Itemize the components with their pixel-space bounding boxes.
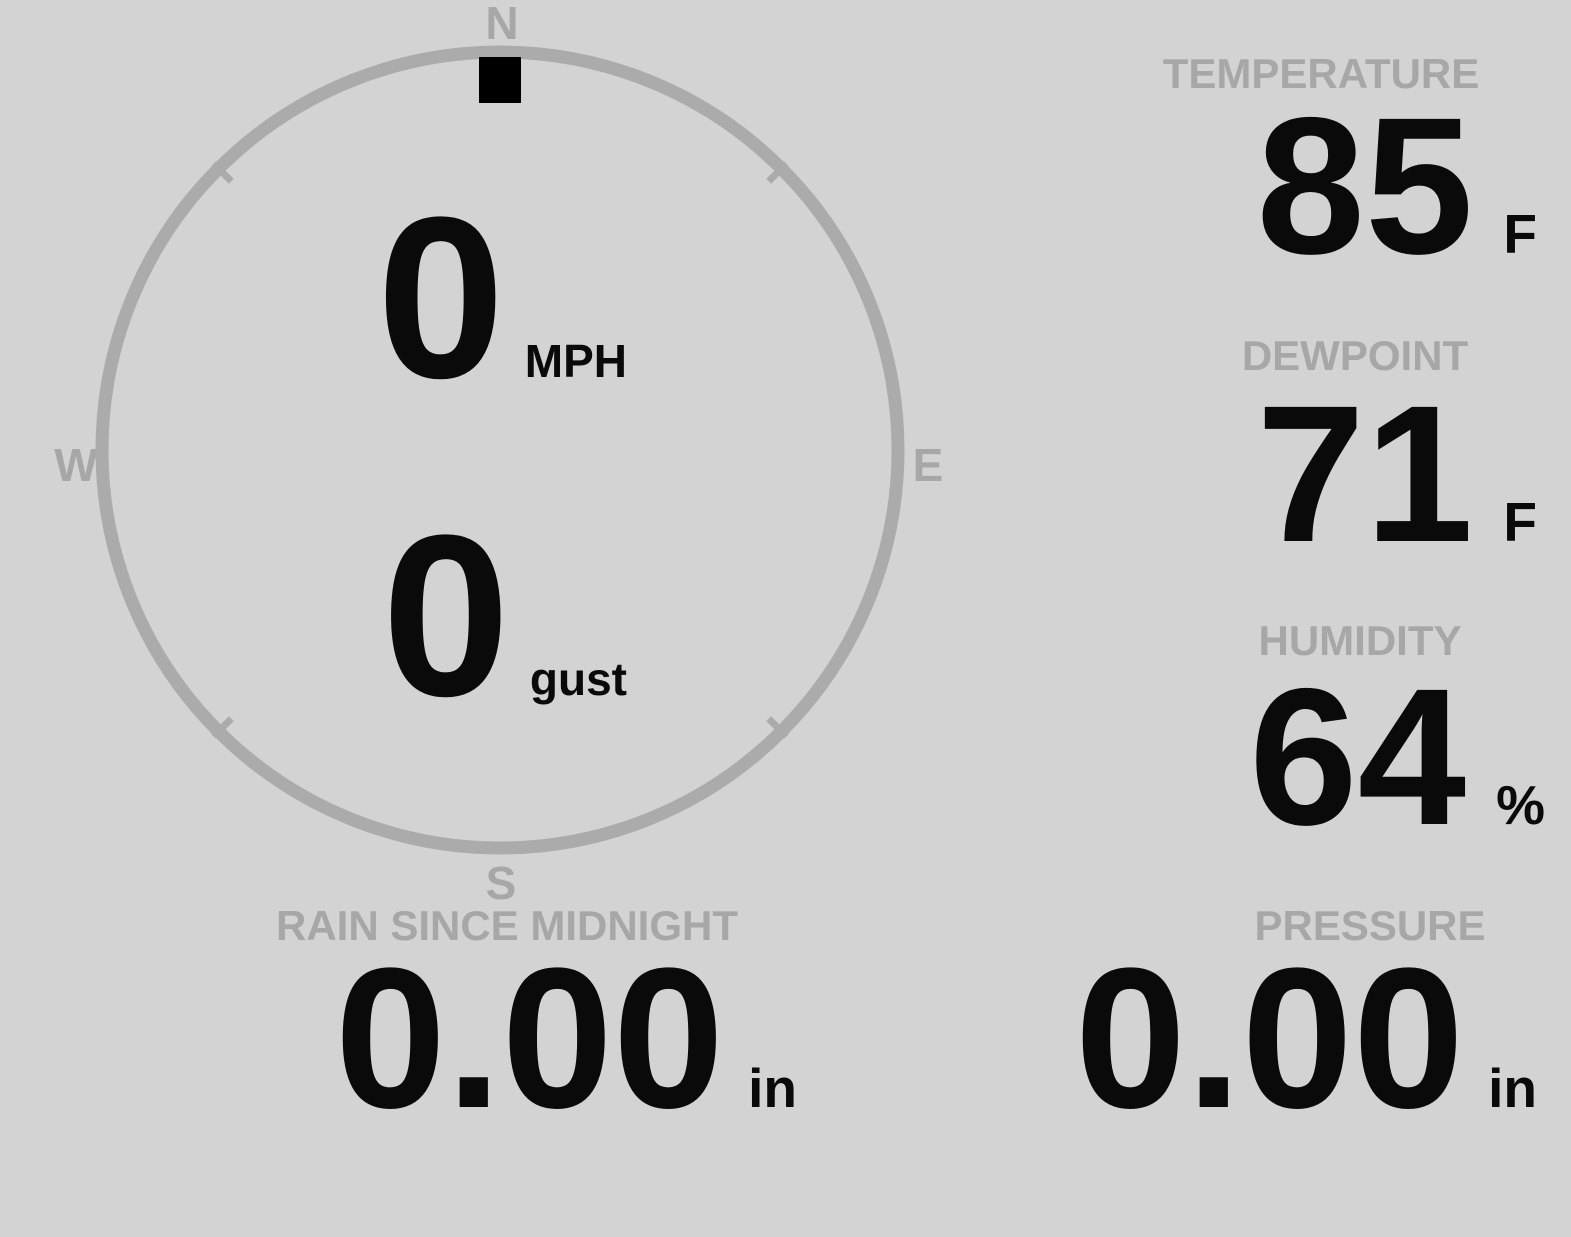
rain-unit: in — [748, 1057, 797, 1119]
compass-dial-icon — [95, 45, 905, 855]
compass-tick-se-icon — [766, 716, 789, 739]
dewpoint-unit: F — [1503, 491, 1537, 553]
humidity-label: HUMIDITY — [1258, 617, 1462, 664]
compass-label-west: W — [54, 439, 98, 491]
rain-since-midnight-label: RAIN SINCE MIDNIGHT — [276, 902, 738, 949]
temperature-value: 85 — [1256, 77, 1474, 295]
compass-label-south: S — [485, 857, 517, 909]
pressure-value: 0.00 — [1074, 927, 1465, 1150]
humidity-value: 64 — [1249, 648, 1467, 866]
wind-speed-unit: MPH — [524, 335, 627, 387]
pressure-value-row: 0.00 in — [1075, 939, 1537, 1139]
temperature-unit: F — [1503, 203, 1537, 265]
rain-value-row: 0.00 in — [335, 939, 797, 1139]
rain-value: 0.00 — [334, 927, 725, 1150]
dewpoint-value-row: 71 F — [1256, 377, 1537, 572]
dewpoint-label: DEWPOINT — [1241, 332, 1469, 379]
wind-gust-unit: gust — [529, 653, 627, 705]
wind-gust-row: 0 gust — [382, 501, 627, 731]
wind-speed-row: 0 MPH — [377, 183, 627, 413]
compass-label-east: E — [912, 439, 944, 491]
compass-tick-nw-icon — [211, 161, 234, 184]
pressure-unit: in — [1488, 1057, 1537, 1119]
compass-ring — [95, 45, 905, 855]
compass-label-north: N — [485, 0, 519, 49]
compass-tick-sw-icon — [211, 716, 234, 739]
dewpoint-value: 71 — [1256, 365, 1474, 583]
compass-tick-ne-icon — [766, 161, 789, 184]
temperature-label: TEMPERATURE — [1162, 50, 1480, 97]
wind-gust-value: 0 — [381, 487, 510, 744]
temperature-value-row: 85 F — [1256, 89, 1537, 284]
wind-speed-value: 0 — [376, 169, 505, 426]
wind-direction-marker-icon — [479, 57, 521, 103]
humidity-unit: % — [1496, 774, 1545, 836]
pressure-label: PRESSURE — [1254, 902, 1486, 949]
humidity-value-row: 64 % — [1249, 660, 1545, 855]
